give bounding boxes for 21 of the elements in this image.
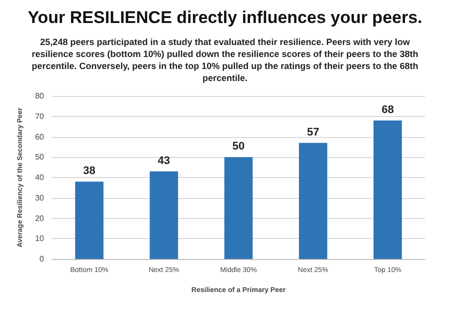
y-tick-label: 10 (35, 234, 45, 244)
y-tick-label: 40 (35, 173, 45, 182)
data-label: 38 (83, 165, 96, 178)
data-label: 50 (232, 140, 245, 153)
bar (224, 157, 253, 259)
y-tick-label: 70 (35, 112, 45, 121)
chart-title: Your RESILIENCE directly influences your peers. (26, 8, 424, 28)
y-tick-label: 0 (40, 254, 45, 264)
y-tick-label: 20 (35, 214, 45, 223)
y-tick-label: 60 (35, 132, 45, 142)
data-label: 43 (158, 154, 170, 167)
data-label: 68 (382, 104, 394, 116)
bar (75, 182, 104, 259)
bar (374, 120, 402, 259)
y-tick-label: 50 (35, 152, 45, 162)
chart-subtitle: 25,248 peers participated in a study that evaluated their resilience. Peers with very low resilience scores (bottom 10%) pulled down the resilience scores of their peers to the 38th percentile. Conversely, peers in the top 10% pulled up the ratings of their peers to the 68th percentile. (30, 36, 420, 84)
data-label: 57 (306, 126, 320, 138)
y-tick-label: 30 (35, 193, 45, 202)
y-tick-label: 80 (35, 92, 45, 100)
bar (150, 171, 178, 259)
bar (298, 142, 328, 259)
